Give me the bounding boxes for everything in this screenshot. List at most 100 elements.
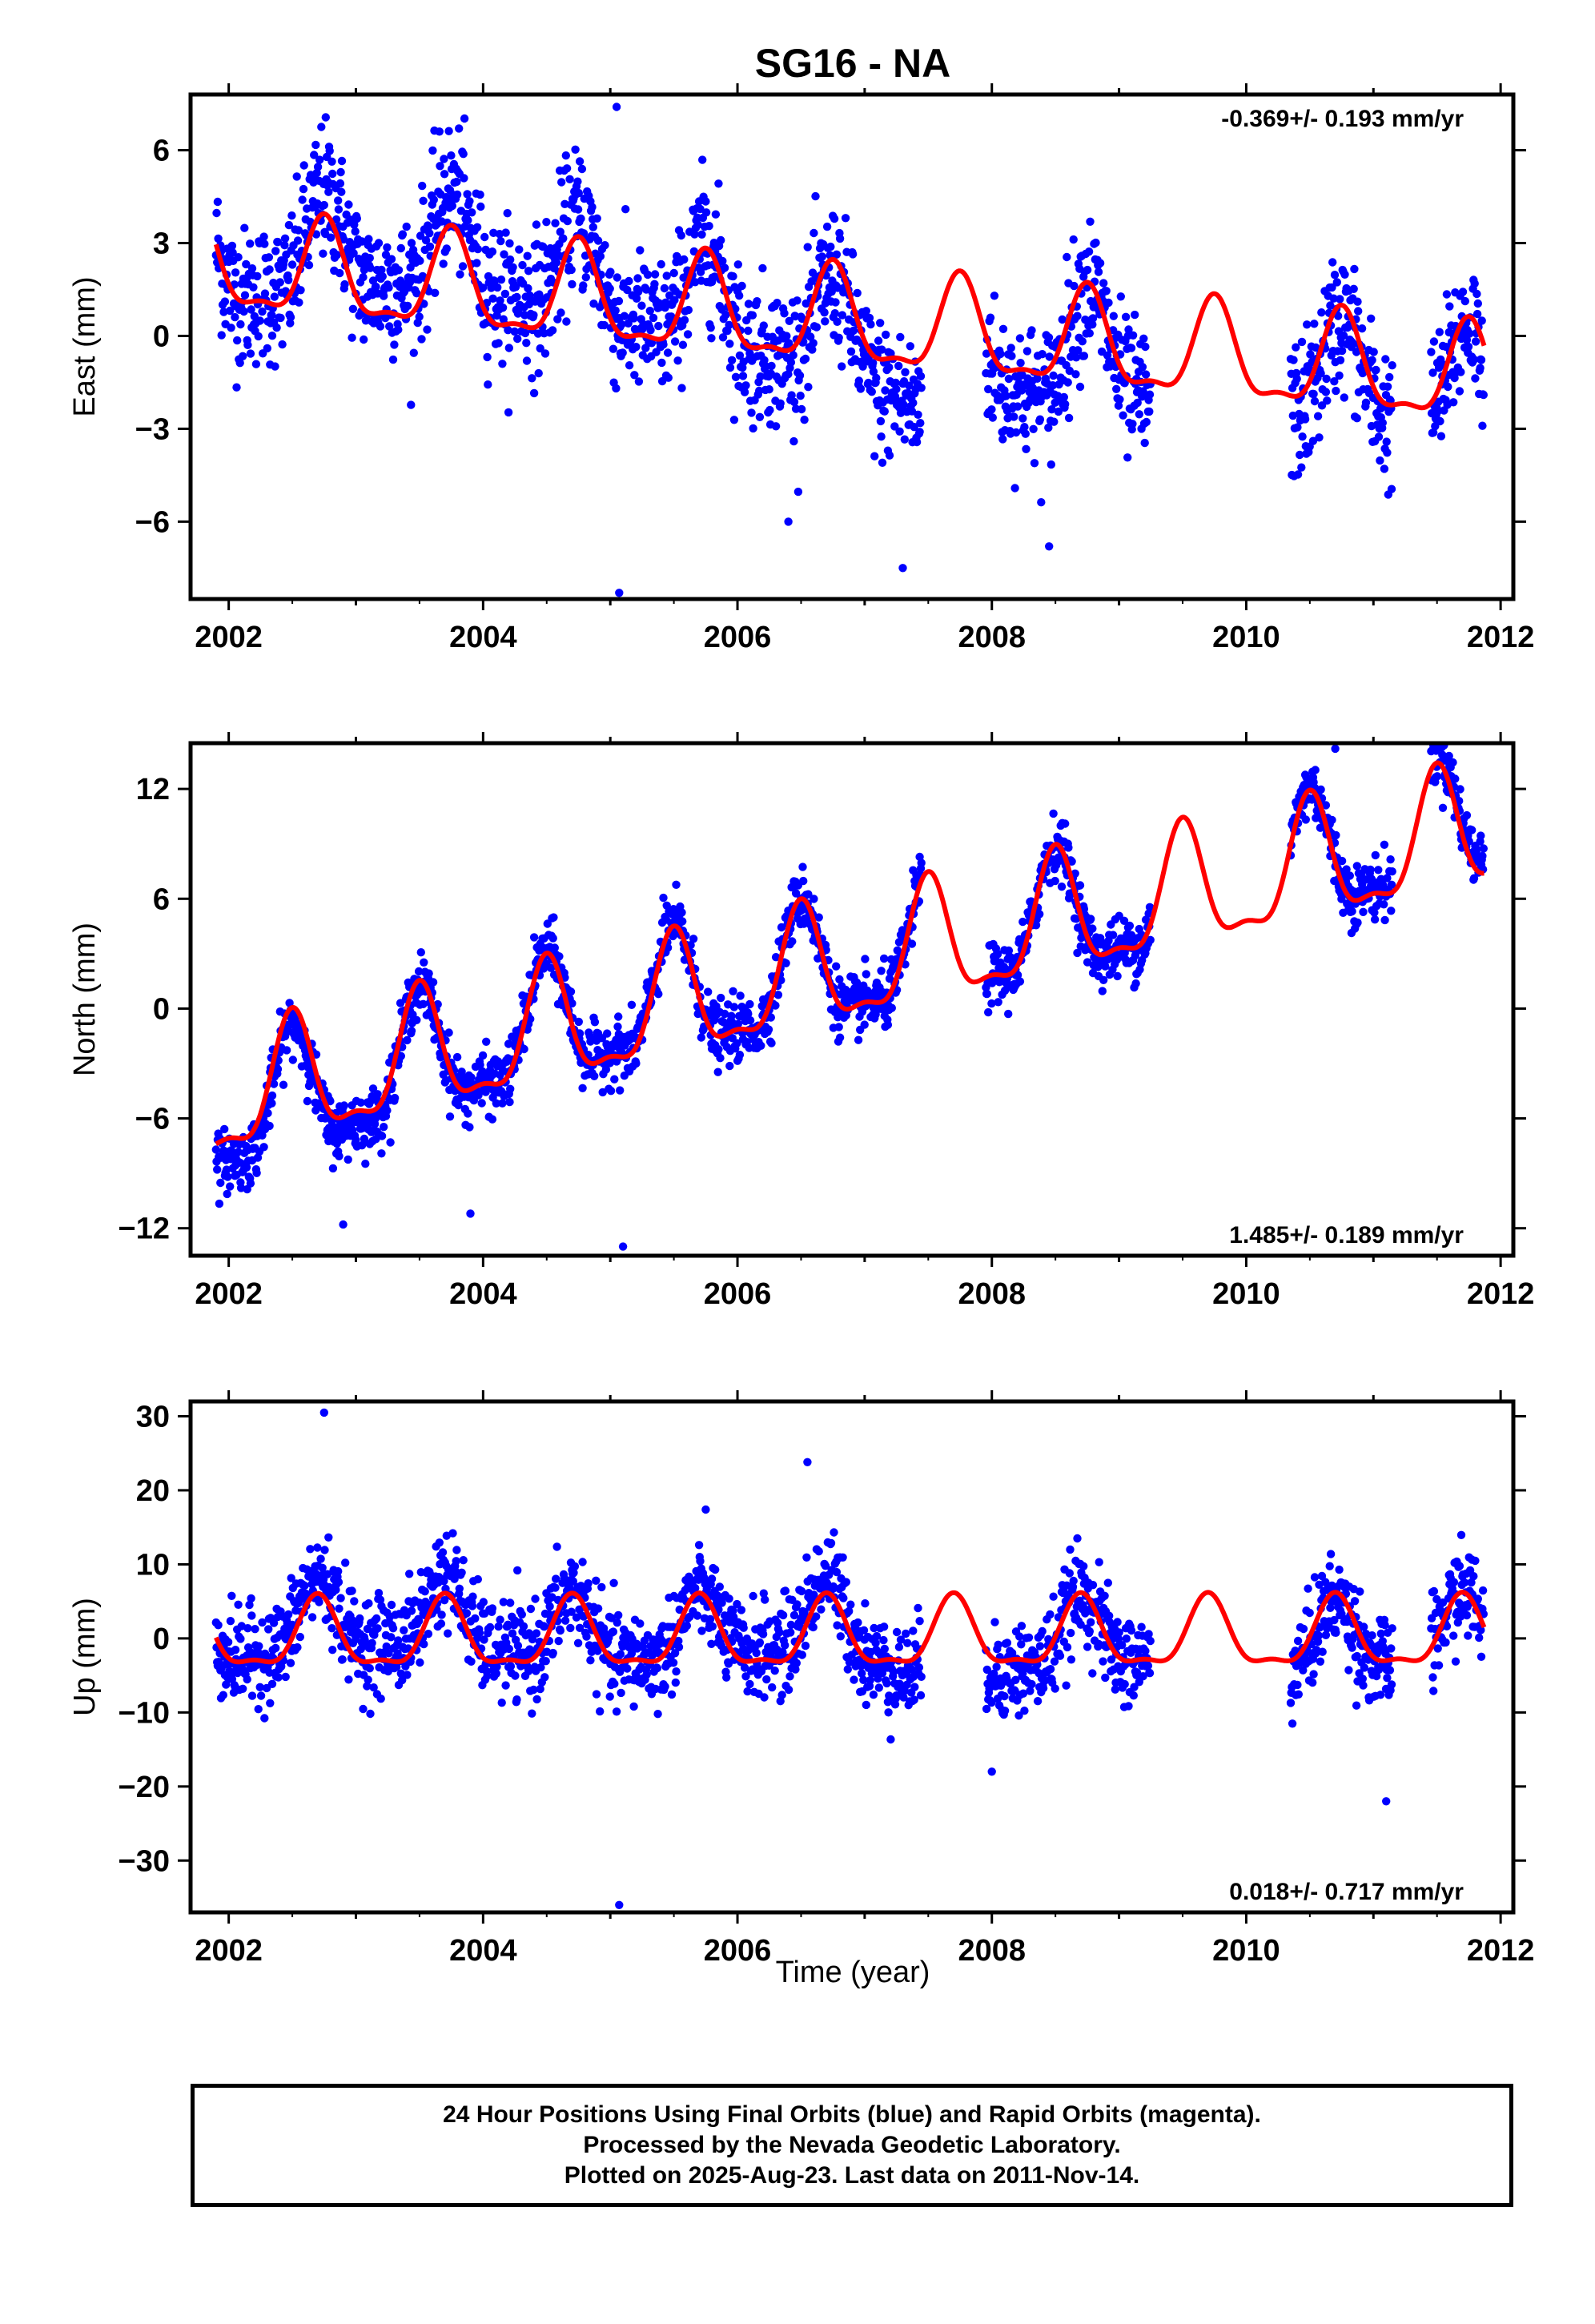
data-point — [876, 319, 885, 328]
data-point — [436, 162, 444, 171]
data-point — [887, 1003, 897, 1012]
data-point — [696, 267, 705, 276]
data-point — [515, 245, 524, 254]
data-point — [336, 1594, 345, 1602]
data-point — [1293, 423, 1302, 432]
data-point — [223, 1189, 231, 1199]
data-point — [392, 1663, 401, 1671]
data-point — [833, 1621, 842, 1630]
model-curve-north — [215, 760, 1485, 1147]
data-point — [267, 332, 277, 340]
data-point — [1037, 498, 1046, 507]
data-point — [464, 1109, 472, 1118]
data-point — [698, 155, 707, 164]
data-point — [448, 1529, 457, 1538]
data-point — [425, 242, 435, 251]
data-point — [1469, 355, 1479, 364]
data-point — [1428, 368, 1437, 377]
data-point — [1048, 381, 1058, 390]
data-point — [806, 332, 815, 341]
data-point — [694, 1541, 704, 1550]
data-point — [294, 1598, 303, 1608]
data-point — [323, 1570, 332, 1578]
data-point — [328, 1646, 337, 1655]
data-point — [916, 419, 925, 428]
data-point — [584, 1579, 593, 1588]
data-point — [245, 1600, 254, 1610]
data-point — [744, 1009, 753, 1019]
data-point — [1380, 915, 1389, 925]
data-point — [1472, 309, 1482, 319]
data-point — [215, 1199, 224, 1208]
data-point — [1292, 343, 1300, 352]
data-point — [407, 1606, 416, 1615]
data-point — [1016, 359, 1025, 368]
data-point — [377, 1149, 386, 1158]
data-point — [1326, 301, 1335, 310]
data-point — [633, 274, 642, 283]
data-point — [596, 251, 605, 261]
data-point — [1085, 329, 1095, 338]
data-point — [647, 339, 657, 348]
x-tick-label: 2002 — [195, 1277, 263, 1311]
data-point — [1075, 382, 1085, 392]
data-point — [630, 371, 639, 380]
data-point — [1047, 405, 1056, 414]
data-point — [348, 1586, 356, 1595]
data-point — [1104, 298, 1113, 308]
data-point — [693, 1611, 702, 1620]
data-point — [1330, 377, 1339, 386]
data-point — [473, 1574, 482, 1584]
data-point — [533, 329, 543, 338]
data-point — [524, 283, 532, 293]
data-point — [1030, 459, 1039, 468]
data-point — [729, 1606, 737, 1615]
data-point — [452, 190, 462, 199]
data-point — [707, 1639, 716, 1648]
data-point — [740, 1663, 749, 1672]
data-point — [785, 1672, 794, 1681]
data-point — [669, 1659, 678, 1667]
data-point — [504, 1620, 512, 1630]
data-point — [818, 252, 826, 261]
data-point — [1434, 729, 1442, 737]
data-point — [1342, 865, 1351, 874]
data-point — [784, 1685, 793, 1695]
data-point — [542, 218, 551, 227]
data-point — [364, 1675, 372, 1684]
data-point — [506, 1598, 515, 1607]
data-point — [1313, 412, 1323, 420]
data-point — [437, 1610, 446, 1619]
data-point — [862, 1700, 871, 1710]
data-point — [755, 412, 765, 421]
data-point — [1456, 785, 1464, 794]
data-point — [528, 1634, 537, 1644]
data-point — [605, 1692, 614, 1701]
data-point — [513, 1566, 522, 1575]
data-point — [420, 1639, 428, 1649]
data-point — [793, 1600, 802, 1609]
data-point — [1434, 722, 1442, 730]
rate-annotation-north: 1.485+/- 0.189 mm/yr — [1229, 1222, 1464, 1248]
data-point — [733, 1599, 741, 1609]
data-point — [1479, 390, 1489, 400]
data-point — [287, 1574, 295, 1582]
data-point — [814, 1547, 823, 1556]
data-point — [810, 895, 818, 903]
data-point — [771, 953, 781, 962]
data-point — [231, 268, 240, 277]
data-point — [213, 1165, 222, 1174]
panel-frame-north — [188, 741, 1516, 1258]
data-point — [697, 1033, 705, 1042]
data-point — [894, 361, 903, 371]
data-point — [880, 407, 890, 416]
data-point — [802, 299, 810, 308]
data-point — [878, 345, 886, 354]
data-point — [445, 1112, 455, 1121]
data-point — [689, 935, 698, 943]
data-point — [504, 1039, 513, 1048]
data-point — [808, 345, 817, 354]
data-point — [645, 307, 654, 316]
data-point — [789, 397, 799, 407]
data-point — [332, 251, 341, 259]
